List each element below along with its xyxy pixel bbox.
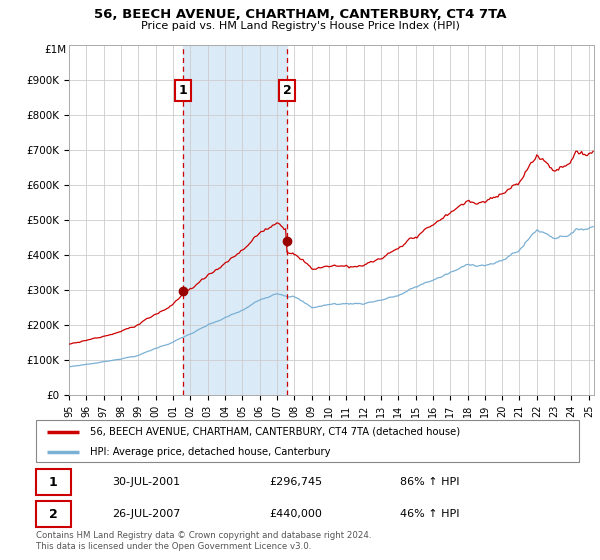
Text: 1: 1	[49, 475, 58, 489]
Text: Price paid vs. HM Land Registry's House Price Index (HPI): Price paid vs. HM Land Registry's House …	[140, 21, 460, 31]
Bar	[183, 45, 287, 395]
Text: 56, BEECH AVENUE, CHARTHAM, CANTERBURY, CT4 7TA: 56, BEECH AVENUE, CHARTHAM, CANTERBURY, …	[94, 8, 506, 21]
Text: 30-JUL-2001: 30-JUL-2001	[112, 477, 180, 487]
Text: 2: 2	[283, 84, 292, 97]
Text: 2: 2	[49, 507, 58, 521]
Text: £440,000: £440,000	[269, 509, 322, 519]
Text: HPI: Average price, detached house, Canterbury: HPI: Average price, detached house, Cant…	[91, 447, 331, 457]
Text: Contains HM Land Registry data © Crown copyright and database right 2024.
This d: Contains HM Land Registry data © Crown c…	[36, 531, 371, 551]
Text: £296,745: £296,745	[269, 477, 323, 487]
FancyBboxPatch shape	[36, 469, 71, 495]
FancyBboxPatch shape	[36, 420, 579, 462]
Text: 26-JUL-2007: 26-JUL-2007	[112, 509, 181, 519]
Text: 1: 1	[179, 84, 187, 97]
FancyBboxPatch shape	[36, 501, 71, 527]
Text: £1M: £1M	[44, 45, 67, 55]
Text: 86% ↑ HPI: 86% ↑ HPI	[400, 477, 460, 487]
Text: 46% ↑ HPI: 46% ↑ HPI	[400, 509, 460, 519]
Text: 56, BEECH AVENUE, CHARTHAM, CANTERBURY, CT4 7TA (detached house): 56, BEECH AVENUE, CHARTHAM, CANTERBURY, …	[91, 427, 460, 437]
